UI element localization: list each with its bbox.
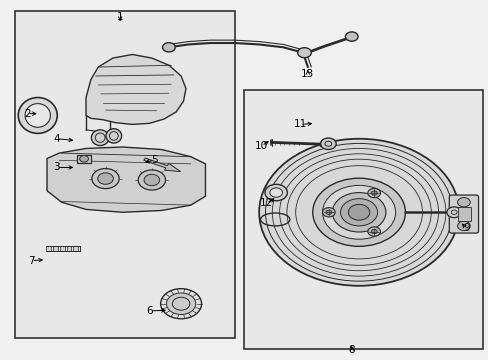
Circle shape (259, 139, 458, 286)
Circle shape (312, 178, 405, 246)
Bar (73, 246, 78, 251)
Text: 13: 13 (301, 69, 314, 79)
Circle shape (92, 168, 119, 189)
Circle shape (370, 229, 376, 234)
Text: 6: 6 (146, 306, 152, 316)
Circle shape (345, 32, 357, 41)
Circle shape (322, 208, 334, 217)
Bar (53, 246, 58, 251)
Circle shape (297, 48, 311, 58)
Circle shape (325, 210, 331, 215)
FancyArrow shape (143, 158, 180, 172)
Polygon shape (47, 147, 205, 212)
Text: 12: 12 (259, 198, 272, 208)
Bar (66, 246, 71, 251)
Circle shape (457, 198, 469, 207)
Circle shape (347, 204, 369, 220)
Circle shape (340, 199, 377, 226)
Text: 9: 9 (462, 224, 468, 233)
Bar (77, 155, 91, 163)
Circle shape (331, 193, 385, 232)
Bar (46, 246, 51, 251)
Circle shape (269, 188, 282, 197)
Bar (15, 12, 234, 338)
Text: 8: 8 (348, 345, 354, 355)
Ellipse shape (106, 129, 122, 143)
Circle shape (98, 173, 113, 184)
Circle shape (446, 207, 461, 218)
Circle shape (457, 221, 469, 230)
Circle shape (264, 184, 287, 201)
Text: 10: 10 (254, 141, 267, 151)
Circle shape (370, 191, 376, 195)
Text: 5: 5 (151, 155, 157, 165)
Circle shape (162, 42, 175, 52)
Circle shape (144, 174, 159, 186)
Circle shape (160, 289, 201, 319)
Bar (60, 246, 64, 251)
Circle shape (320, 138, 335, 149)
Circle shape (367, 188, 380, 198)
Text: 2: 2 (24, 109, 31, 119)
FancyBboxPatch shape (448, 195, 478, 233)
Text: 4: 4 (53, 134, 60, 144)
Circle shape (166, 293, 195, 315)
Circle shape (367, 227, 380, 236)
Circle shape (138, 170, 165, 190)
Ellipse shape (18, 98, 57, 134)
Circle shape (80, 156, 88, 162)
Text: 11: 11 (293, 120, 306, 129)
Bar (457, 207, 470, 221)
Ellipse shape (25, 104, 50, 127)
Text: 7: 7 (28, 256, 35, 266)
Text: 3: 3 (53, 162, 60, 172)
Ellipse shape (91, 130, 109, 145)
Circle shape (322, 185, 395, 239)
Polygon shape (86, 54, 185, 125)
Bar (244, 90, 483, 348)
Text: 1: 1 (117, 12, 123, 22)
